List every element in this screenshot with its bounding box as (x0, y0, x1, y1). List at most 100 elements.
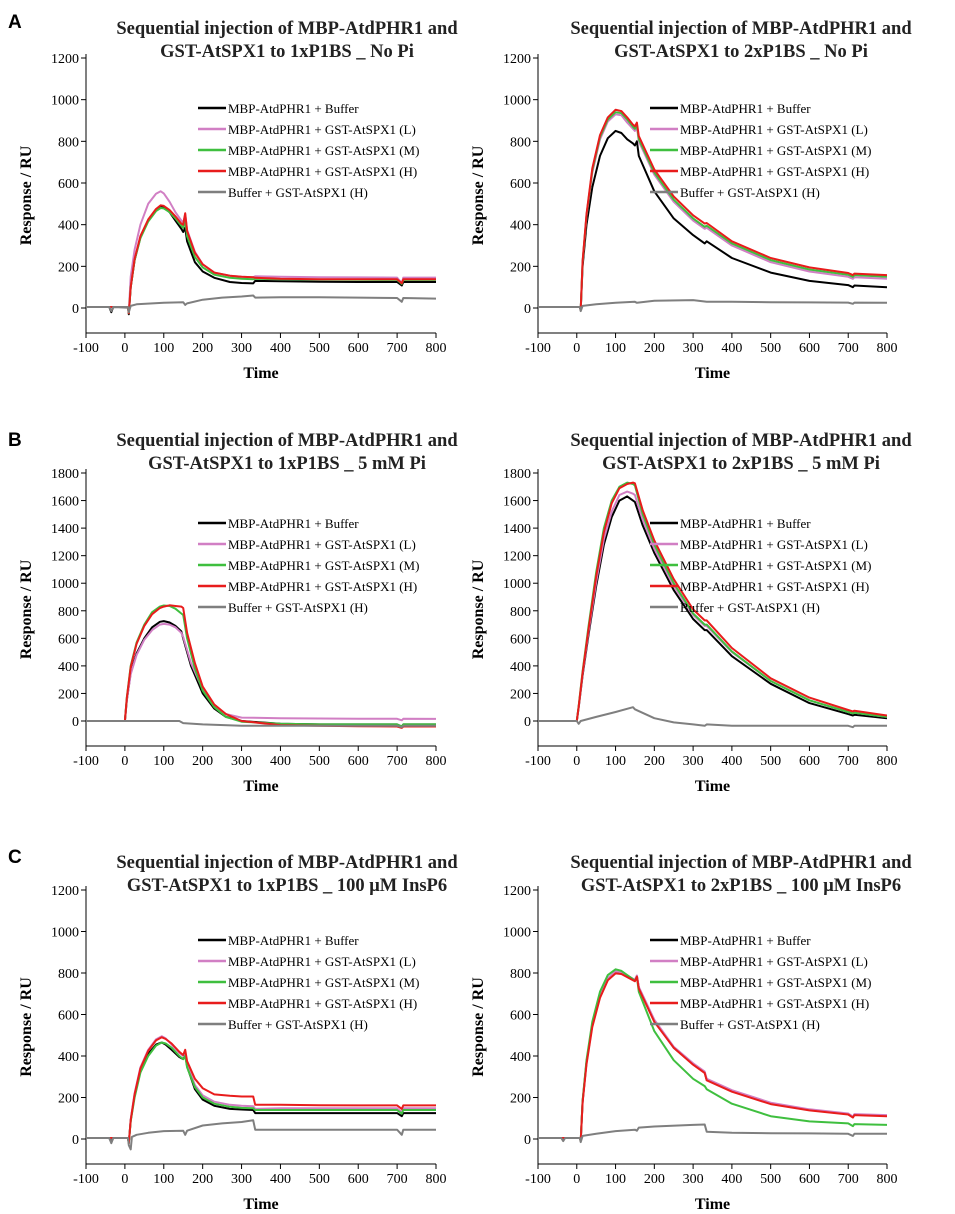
x-tick-label: 0 (573, 341, 580, 356)
x-tick-label: 600 (799, 754, 820, 769)
series-line-2 (86, 1035, 436, 1145)
y-tick-label: 1600 (51, 495, 79, 510)
y-axis-label: Response / RU (18, 145, 35, 245)
chart-title-line-1: Sequential injection of MBP-AtdPHR1 and (570, 19, 912, 39)
chart-title-line-2: GST-AtSPX1 to 2xP1BS _ 100 μM InsP6 (581, 876, 901, 896)
x-tick-label: 600 (799, 1172, 820, 1187)
legend-label: Buffer + GST-AtSPX1 (H) (680, 600, 820, 615)
y-tick-label: 1200 (51, 52, 79, 67)
series-line-4 (538, 481, 887, 722)
chart-b-2xp1bs-5mm-pi: Sequential injection of MBP-AtdPHR1 and G… (470, 431, 912, 795)
y-tick-label: 0 (72, 1133, 79, 1148)
x-axis-label: Time (695, 365, 730, 382)
x-tick-label: 100 (605, 754, 626, 769)
y-tick-label: 0 (524, 715, 531, 730)
x-tick-label: 0 (121, 1172, 128, 1187)
legend-label: MBP-AtdPHR1 + Buffer (228, 933, 359, 948)
y-axis-label: Response / RU (470, 145, 487, 245)
legend-label: MBP-AtdPHR1 + Buffer (228, 516, 359, 531)
y-tick-label: 400 (510, 219, 531, 234)
y-tick-label: 400 (58, 660, 79, 675)
legend-label: MBP-AtdPHR1 + GST-AtSPX1 (M) (228, 558, 419, 573)
x-tick-label: 400 (721, 754, 742, 769)
series-line-4 (86, 604, 436, 729)
y-tick-label: 1400 (503, 522, 531, 537)
y-tick-label: 400 (58, 219, 79, 234)
series-line-5 (86, 1119, 436, 1151)
x-tick-label: 400 (721, 341, 742, 356)
y-tick-label: 1200 (503, 52, 531, 67)
legend-label: MBP-AtdPHR1 + GST-AtSPX1 (L) (228, 537, 416, 552)
x-tick-label: 200 (644, 754, 665, 769)
x-tick-label: 600 (348, 1172, 369, 1187)
legend-label: MBP-AtdPHR1 + GST-AtSPX1 (L) (680, 954, 868, 969)
legend-label: MBP-AtdPHR1 + GST-AtSPX1 (M) (228, 143, 419, 158)
x-tick-label: 300 (231, 341, 252, 356)
series-line-5 (538, 1123, 887, 1144)
x-tick-label: 500 (309, 341, 330, 356)
panel-letter-b: B (8, 430, 22, 451)
legend-label: MBP-AtdPHR1 + GST-AtSPX1 (H) (228, 579, 417, 594)
y-tick-label: 1800 (503, 467, 531, 482)
legend-label: MBP-AtdPHR1 + Buffer (680, 101, 811, 116)
x-tick-label: 200 (192, 1172, 213, 1187)
series-line-4 (86, 204, 436, 315)
x-tick-label: 0 (121, 341, 128, 356)
panel-letter-c: C (8, 847, 22, 868)
y-tick-label: 200 (58, 260, 79, 275)
x-tick-label: 800 (877, 1172, 898, 1187)
y-tick-label: 0 (524, 1133, 531, 1148)
chart-title-line-1: Sequential injection of MBP-AtdPHR1 and (116, 853, 458, 873)
legend-label: MBP-AtdPHR1 + GST-AtSPX1 (H) (680, 996, 869, 1011)
x-tick-label: 200 (644, 1172, 665, 1187)
series-line-5 (86, 294, 436, 314)
chart-title-line-1: Sequential injection of MBP-AtdPHR1 and (570, 853, 912, 873)
chart-title-line-2: GST-AtSPX1 to 1xP1BS _ 5 mM Pi (148, 454, 426, 474)
x-tick-label: 800 (426, 341, 447, 356)
y-tick-label: 1000 (503, 926, 531, 941)
x-tick-label: 300 (683, 341, 704, 356)
x-tick-label: 300 (231, 1172, 252, 1187)
x-tick-label: 500 (309, 754, 330, 769)
series-line-4 (86, 1036, 436, 1145)
y-tick-label: 800 (58, 967, 79, 982)
x-tick-label: 600 (799, 341, 820, 356)
chart-title-line-2: GST-AtSPX1 to 2xP1BS _ No Pi (614, 42, 868, 62)
x-tick-label: 200 (192, 754, 213, 769)
x-tick-label: 300 (683, 754, 704, 769)
y-tick-label: 1200 (51, 884, 79, 899)
chart-title-line-1: Sequential injection of MBP-AtdPHR1 and (116, 19, 458, 39)
x-tick-label: -100 (73, 341, 99, 356)
y-tick-label: 600 (58, 632, 79, 647)
x-tick-label: 0 (121, 754, 128, 769)
legend-label: MBP-AtdPHR1 + GST-AtSPX1 (H) (228, 996, 417, 1011)
series-line-3 (538, 111, 887, 312)
y-tick-label: 1400 (51, 522, 79, 537)
x-tick-label: 100 (153, 754, 174, 769)
legend-label: MBP-AtdPHR1 + GST-AtSPX1 (M) (680, 975, 871, 990)
y-tick-label: 200 (510, 687, 531, 702)
chart-title-line-2: GST-AtSPX1 to 1xP1BS _ No Pi (160, 42, 414, 62)
x-tick-label: 0 (573, 1172, 580, 1187)
x-tick-label: 400 (721, 1172, 742, 1187)
x-tick-label: -100 (73, 754, 99, 769)
x-tick-label: 200 (644, 341, 665, 356)
y-tick-label: 1600 (503, 495, 531, 510)
chart-b-1xp1bs-5mm-pi: Sequential injection of MBP-AtdPHR1 and G… (18, 431, 458, 795)
legend-label: Buffer + GST-AtSPX1 (H) (680, 185, 820, 200)
y-tick-label: 400 (58, 1050, 79, 1065)
legend-label: MBP-AtdPHR1 + GST-AtSPX1 (M) (680, 143, 871, 158)
series-line-5 (538, 706, 887, 729)
chart-title-line-1: Sequential injection of MBP-AtdPHR1 and (570, 431, 912, 451)
y-tick-label: 0 (72, 715, 79, 730)
chart-title-line-2: GST-AtSPX1 to 1xP1BS _ 100 μM InsP6 (127, 876, 447, 896)
x-tick-label: -100 (73, 1172, 99, 1187)
x-tick-label: 700 (387, 1172, 408, 1187)
series-line-2 (86, 190, 436, 314)
x-axis-label: Time (695, 1196, 730, 1213)
y-axis-label: Response / RU (470, 559, 487, 659)
x-axis-label: Time (243, 365, 278, 382)
y-axis-label: Response / RU (470, 977, 487, 1077)
y-tick-label: 200 (58, 687, 79, 702)
